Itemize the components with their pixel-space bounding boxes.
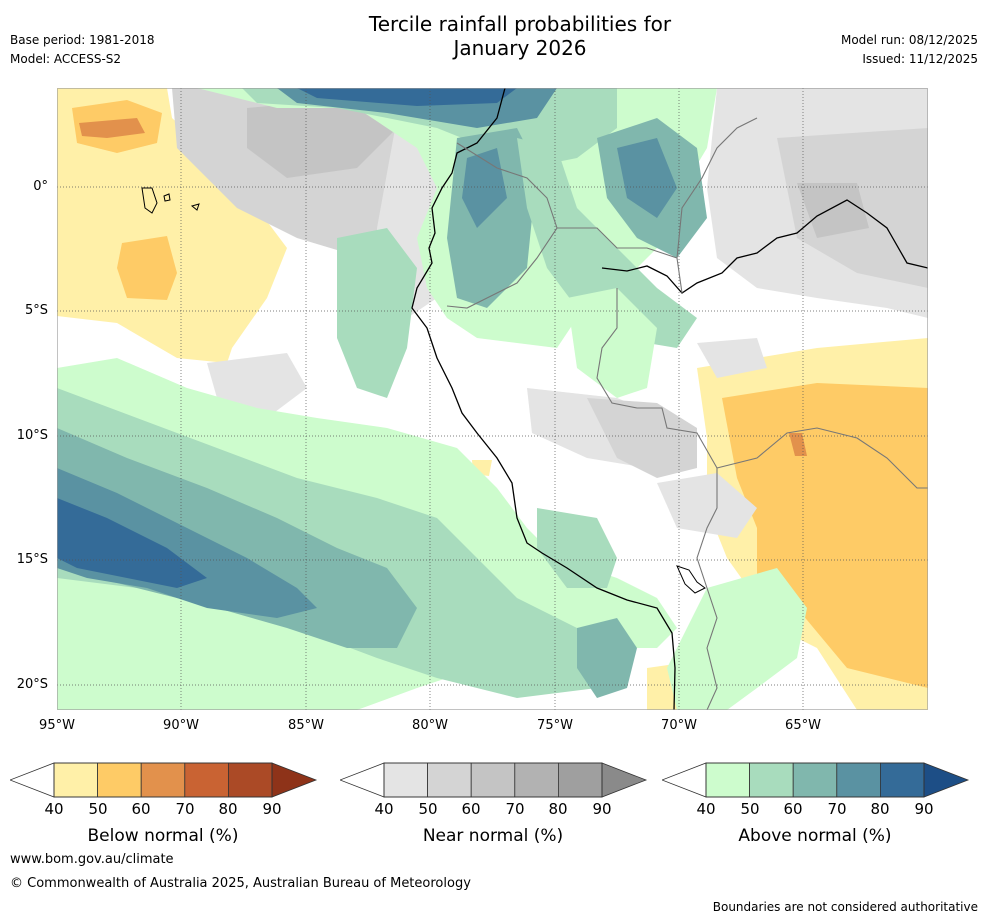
model-name: Model: ACCESS-S2: [10, 52, 122, 66]
title-line-2: January 2026: [453, 36, 587, 60]
near-extend-high: [601, 762, 648, 798]
galapagos-islands: [141, 187, 200, 214]
above-normal-regions: [57, 88, 807, 710]
lat-label-15s: 15°S: [16, 552, 48, 567]
lat-label-0: 0°: [33, 179, 48, 194]
above-swatch: [749, 762, 794, 798]
below-tick: 40: [44, 800, 64, 818]
lat-label-20s: 20°S: [16, 677, 48, 692]
map-title: Tercile rainfall probabilities for Janua…: [0, 12, 988, 60]
graticule: [57, 88, 928, 710]
near-swatch: [427, 762, 472, 798]
below-extend-high: [271, 762, 318, 798]
lon-label-80w: 80°W: [412, 718, 448, 733]
below-swatch: [140, 762, 186, 798]
near-extend-low: [340, 762, 385, 798]
near-tick: 70: [505, 800, 525, 818]
below-swatch: [97, 762, 142, 798]
above-tick: 60: [783, 800, 803, 818]
near-swatch: [383, 762, 428, 798]
near-swatch: [470, 762, 516, 798]
title-line-1: Tercile rainfall probabilities for: [368, 12, 672, 36]
rainfall-map: [57, 88, 928, 710]
near-tick: 40: [374, 800, 394, 818]
near-tick: 50: [418, 800, 438, 818]
near-tick: 90: [592, 800, 612, 818]
lon-label-70w: 70°W: [661, 718, 697, 733]
below-extend-low: [10, 762, 55, 798]
near-normal-label: Near normal (%): [422, 826, 564, 846]
above-swatch: [792, 762, 838, 798]
above-tick: 70: [827, 800, 847, 818]
lon-label-95w: 95°W: [39, 718, 75, 733]
below-tick: 60: [131, 800, 151, 818]
issued-date: Issued: 11/12/2025: [862, 52, 978, 66]
above-normal-colorbar: [662, 762, 970, 798]
meta-left: Base period: 1981-2018 Model: ACCESS-S2: [10, 31, 155, 69]
below-swatch: [227, 762, 273, 798]
lon-label-85w: 85°W: [288, 718, 324, 733]
meta-right: Model run: 08/12/2025 Issued: 11/12/2025: [841, 31, 978, 69]
above-normal-label: Above normal (%): [738, 826, 892, 846]
model-run: Model run: 08/12/2025: [840, 33, 978, 47]
near-tick: 80: [548, 800, 568, 818]
below-normal-label: Below normal (%): [87, 826, 239, 846]
above-tick: 50: [740, 800, 760, 818]
near-normal-colorbar: [340, 762, 648, 798]
country-borders: [446, 117, 928, 710]
lon-label-75w: 75°W: [537, 718, 573, 733]
below-tick: 50: [88, 800, 108, 818]
near-swatch: [557, 762, 603, 798]
below-tick: 80: [218, 800, 238, 818]
above-swatch: [705, 762, 750, 798]
below-normal-colorbar: [10, 762, 318, 798]
below-swatch: [184, 762, 229, 798]
below-swatch: [53, 762, 98, 798]
above-extend-low: [662, 762, 707, 798]
above-tick: 80: [870, 800, 890, 818]
above-swatch: [879, 762, 925, 798]
copyright: © Commonwealth of Australia 2025, Austra…: [10, 876, 471, 891]
near-swatch: [514, 762, 559, 798]
base-period: Base period: 1981-2018: [10, 33, 155, 47]
above-extend-high: [923, 762, 970, 798]
lon-label-90w: 90°W: [163, 718, 199, 733]
lat-label-5s: 5°S: [24, 303, 48, 318]
above-tick: 90: [914, 800, 934, 818]
lat-label-10s: 10°S: [16, 428, 48, 443]
below-tick: 90: [262, 800, 282, 818]
lake-titicaca: [676, 565, 706, 594]
above-tick: 40: [696, 800, 716, 818]
above-swatch: [836, 762, 881, 798]
website-link[interactable]: www.bom.gov.au/climate: [10, 852, 174, 867]
caribbean-coast: [601, 199, 928, 294]
below-tick: 70: [175, 800, 195, 818]
coastline: [411, 88, 676, 710]
boundaries-disclaimer: Boundaries are not considered authoritat…: [712, 900, 978, 914]
near-tick: 60: [461, 800, 481, 818]
lon-label-65w: 65°W: [785, 718, 821, 733]
